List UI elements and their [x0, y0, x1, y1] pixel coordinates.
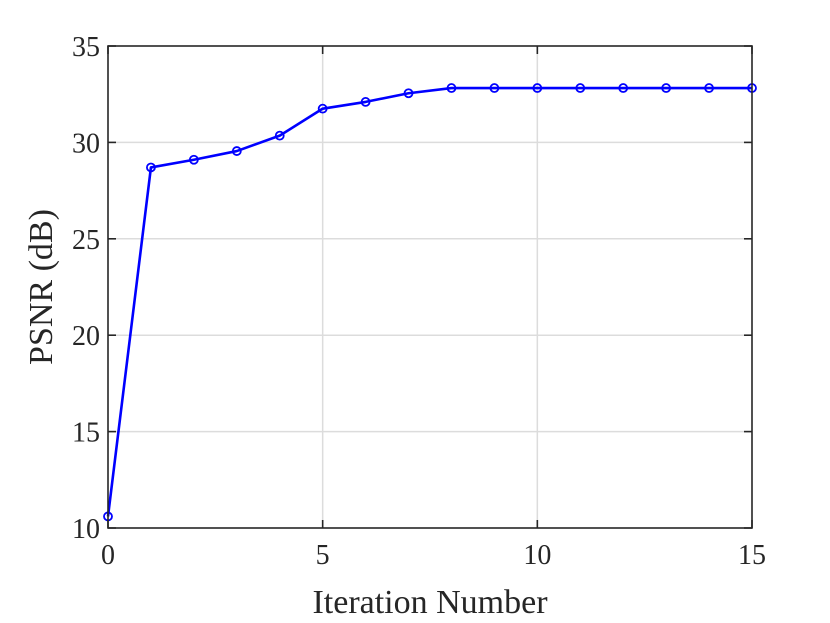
data-point [704, 83, 714, 93]
y-tick-label: 35 [72, 32, 100, 63]
grid-lines [108, 46, 752, 528]
y-axis-label: PSNR (dB) [23, 209, 60, 365]
data-point [274, 130, 285, 141]
data-point [146, 162, 156, 173]
data-point [360, 97, 371, 107]
data-point [188, 154, 199, 165]
data-point [532, 83, 543, 93]
y-tick-label: 15 [72, 418, 100, 449]
y-tick-label: 30 [72, 128, 100, 159]
x-tick-label: 5 [316, 540, 330, 571]
data-point [317, 103, 328, 114]
y-tick-label: 20 [72, 321, 100, 352]
axis-ticks: 0 5 10 15 10 15 20 25 30 35 [72, 32, 766, 571]
data-point [618, 83, 629, 93]
data-point [661, 83, 672, 93]
data-point [489, 83, 500, 93]
plot-area [103, 83, 757, 522]
x-tick-label: 0 [101, 540, 115, 571]
x-axis-label: Iteration Number [312, 584, 548, 621]
data-point [575, 83, 586, 93]
data-point [403, 88, 414, 99]
y-tick-label: 25 [72, 225, 100, 256]
axes-frame [107, 45, 753, 529]
data-point [231, 146, 242, 156]
series-line [106, 86, 752, 517]
y-tick-label: 10 [72, 514, 100, 545]
x-tick-label: 15 [738, 540, 766, 571]
data-point [446, 83, 457, 93]
axes-box [107, 45, 753, 529]
x-tick-label: 10 [523, 540, 551, 571]
